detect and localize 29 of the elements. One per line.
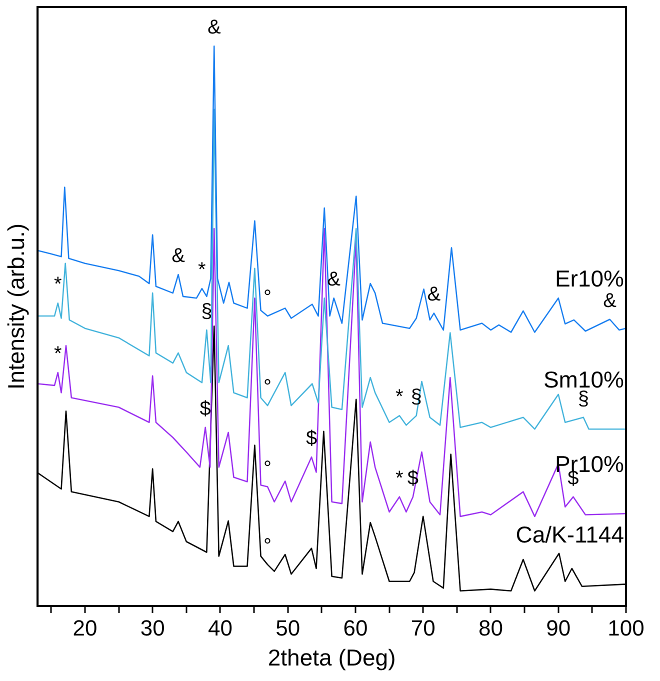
series-label: Er10% — [554, 266, 624, 292]
annotation: ° — [264, 535, 272, 558]
x-axis-title: 2theta (Deg) — [268, 644, 396, 671]
annotation: & — [603, 290, 618, 312]
x-tick-label: 40 — [208, 615, 232, 640]
annotation: * — [54, 343, 62, 366]
annotation: $ — [306, 428, 318, 450]
annotation: * — [54, 274, 62, 296]
x-tick-label: 90 — [546, 615, 571, 640]
annotation: & — [172, 245, 186, 268]
annotation: * — [396, 467, 404, 490]
annotation: § — [578, 388, 589, 410]
y-axis-title: Intensity (arb.u.) — [3, 223, 30, 390]
x-tick-label: 30 — [140, 615, 165, 640]
annotation: * — [198, 259, 206, 282]
annotation: ° — [264, 376, 272, 398]
x-tick-label: 100 — [608, 615, 644, 640]
x-tick-label: 70 — [410, 615, 436, 640]
annotation: & — [207, 16, 222, 39]
x-tick-label: 50 — [276, 615, 300, 640]
x-tick-label: 60 — [343, 615, 368, 640]
x-tick-label: 20 — [72, 615, 98, 640]
annotation: $ — [200, 398, 211, 420]
annotation: ° — [264, 286, 272, 309]
x-tick-label: 80 — [478, 615, 503, 640]
annotation: ° — [264, 457, 272, 480]
annotation: & — [427, 284, 442, 306]
annotation: * — [396, 386, 404, 408]
series-label: Ca/K-1144 — [516, 522, 624, 548]
